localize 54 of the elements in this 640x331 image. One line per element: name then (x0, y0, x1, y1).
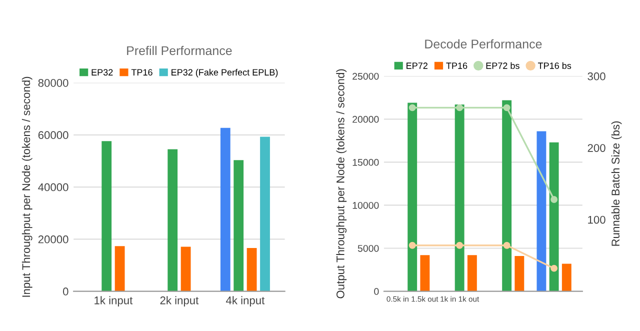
bar (114, 246, 125, 292)
bar (420, 255, 430, 292)
point (503, 104, 510, 112)
legend-label: TP16 bs (538, 62, 572, 69)
x-tick-label: 4k input (226, 296, 265, 306)
legend-label: TP16 (131, 69, 152, 76)
y-tick-label: 60000 (38, 131, 68, 140)
y-tick-label: 15000 (352, 158, 379, 166)
point (408, 104, 416, 112)
legend-label: EP72 (406, 62, 428, 69)
y2-tick-label: 300 (588, 72, 606, 80)
bar (234, 160, 244, 292)
legend-label: EP32 (92, 69, 113, 76)
y-tick-label: 0 (62, 288, 68, 296)
y-tick-label: 5000 (358, 244, 379, 252)
y-tick-label: 10000 (352, 202, 379, 209)
legend-label: TP16 (446, 62, 468, 69)
point (550, 264, 558, 272)
y-axis-title: Output Throughput per Node (tokens / second) (336, 69, 347, 298)
bar (408, 102, 418, 292)
bar (549, 142, 559, 292)
point (456, 104, 464, 112)
y-tick-label: 25000 (352, 72, 379, 80)
chart-title: Decode Performance (425, 39, 542, 48)
chart-title: Prefill Performance (127, 46, 232, 56)
bar (260, 136, 270, 292)
legend-label: EP32 (Fake Perfect EPLB) (172, 68, 278, 78)
y2-tick-label: 100 (588, 216, 606, 224)
bar (502, 100, 512, 292)
point (456, 242, 464, 249)
y2-tick-label: 200 (588, 144, 606, 152)
bar (562, 264, 572, 292)
y-tick-label: 40000 (38, 183, 68, 192)
y-tick-label: 0 (374, 288, 379, 295)
point (503, 242, 510, 249)
point (550, 196, 558, 203)
bar (180, 246, 191, 292)
y-tick-label: 20000 (38, 235, 68, 244)
bar (168, 149, 178, 292)
bar (246, 248, 257, 292)
bar (220, 128, 230, 292)
x-tick-label: 2k input (160, 296, 199, 306)
bar (454, 104, 464, 292)
y-axis-title: Input Throughput per Node (tokens / second) (22, 76, 32, 297)
bar (514, 256, 524, 292)
point (408, 242, 416, 249)
bar (102, 141, 112, 292)
legend-label: EP72 bs (486, 62, 520, 69)
y2-axis-title: Runnable Batch Size (bs) (611, 121, 622, 246)
y-tick-label: 80000 (38, 79, 68, 87)
x-tick-label: 1k input (94, 296, 133, 306)
y-tick-label: 20000 (352, 116, 379, 123)
bar (467, 255, 477, 292)
bar (536, 131, 546, 292)
